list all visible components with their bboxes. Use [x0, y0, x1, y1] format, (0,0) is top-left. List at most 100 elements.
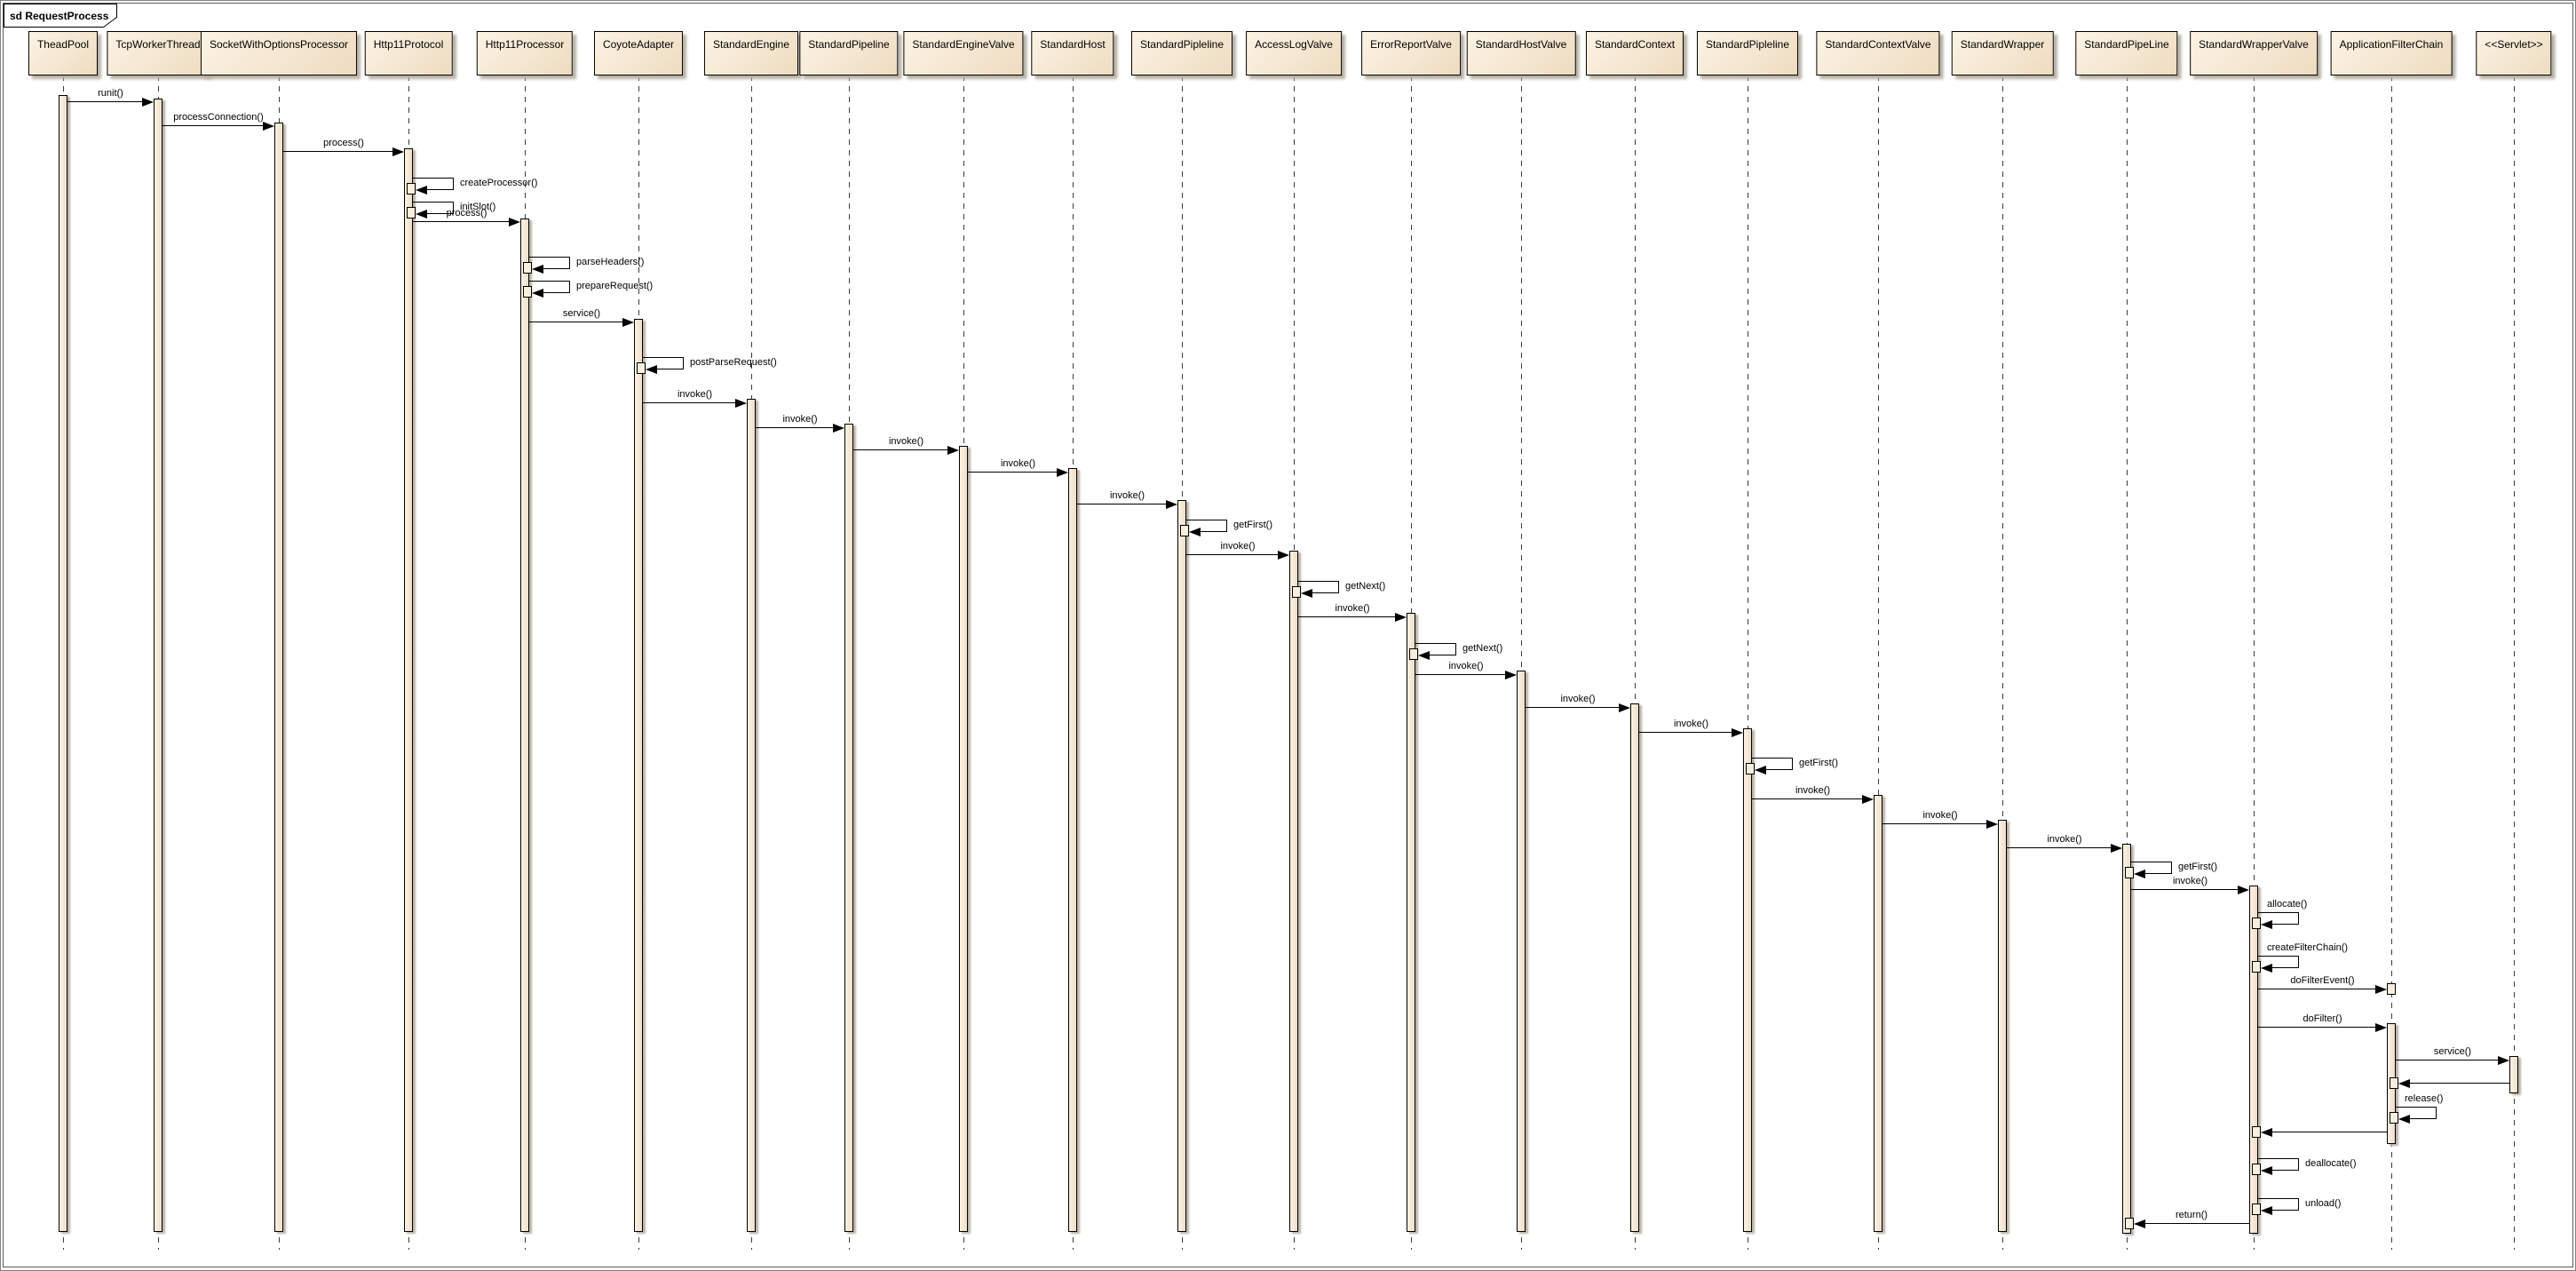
lifeline-head-18[interactable]: StandardPipeLine	[2075, 31, 2178, 75]
lifeline-head-17[interactable]: StandardWrapper	[1951, 31, 2054, 75]
message-label-getNext[interactable]: getNext()	[1345, 581, 1386, 592]
message-label-invoke[interactable]: invoke()	[1109, 490, 1145, 501]
message-label-deallocate[interactable]: deallocate()	[2305, 1158, 2357, 1169]
message-label-process[interactable]: process()	[446, 208, 487, 218]
message-label-parseHeaders[interactable]: parseHeaders()	[576, 257, 645, 267]
self-message-bottom-createFilterChain	[2272, 967, 2299, 968]
message-label-process[interactable]: process()	[323, 138, 364, 148]
activation-bar-5[interactable]	[634, 319, 643, 1232]
lifeline-head-10[interactable]: StandardPipleline	[1130, 31, 1233, 75]
lifeline-head-5[interactable]: CoyoteAdapter	[593, 31, 684, 75]
lifeline-head-8[interactable]: StandardEngineValve	[903, 31, 1024, 75]
message-label-processConnection[interactable]: processConnection()	[173, 112, 264, 123]
diagram-title-tab: sd RequestProcess	[4, 4, 117, 28]
message-label-createProcessor[interactable]: createProcessor()	[460, 178, 538, 188]
activation-bar-13[interactable]	[1517, 671, 1526, 1232]
lifeline-head-21[interactable]: <<Servlet>>	[2476, 31, 2552, 75]
message-label-invoke[interactable]: invoke()	[1560, 694, 1596, 704]
message-label-runit[interactable]: runit()	[98, 88, 123, 99]
lifeline-head-3[interactable]: Http11Protocol	[364, 31, 453, 75]
activation-bar-7[interactable]	[844, 424, 853, 1232]
message-label-invoke[interactable]: invoke()	[1673, 719, 1709, 729]
message-label-getFirst[interactable]: getFirst()	[2178, 862, 2217, 872]
message-label-invoke[interactable]: invoke()	[2172, 876, 2208, 886]
message-label-getFirst[interactable]: getFirst()	[1233, 520, 1272, 530]
message-label-createFilterChain[interactable]: createFilterChain()	[2267, 942, 2349, 953]
message-label-invoke[interactable]: invoke()	[677, 389, 713, 400]
arrowhead-icon	[1619, 703, 1630, 712]
lifeline-head-12[interactable]: ErrorReportValve	[1361, 31, 1461, 75]
message-label-prepareRequest[interactable]: prepareRequest()	[576, 281, 654, 291]
message-label-postParseRequest[interactable]: postParseRequest()	[690, 357, 777, 368]
lifeline-head-6[interactable]: StandardEngine	[703, 31, 799, 75]
activation-bar-21[interactable]	[2509, 1056, 2518, 1093]
message-label-doFilterEvent[interactable]: doFilterEvent()	[2290, 975, 2355, 986]
message-label-invoke[interactable]: invoke()	[1922, 810, 1958, 821]
message-label-getNext[interactable]: getNext()	[1462, 643, 1503, 654]
activation-bar-12[interactable]	[1407, 613, 1415, 1232]
activation-bar-0[interactable]	[59, 95, 67, 1232]
lifeline-head-2[interactable]: SocketWithOptionsProcessor	[200, 31, 358, 75]
message-line-invoke-18	[1298, 616, 1396, 617]
message-label-invoke[interactable]: invoke()	[2047, 834, 2082, 845]
lifeline-head-7[interactable]: StandardPipeline	[799, 31, 899, 75]
message-label-service[interactable]: service()	[562, 308, 601, 319]
nested-activation-20	[2390, 1112, 2398, 1124]
arrowhead-icon	[833, 424, 844, 433]
message-label-getFirst[interactable]: getFirst()	[1799, 758, 1838, 768]
activation-bar-10[interactable]	[1177, 500, 1186, 1232]
lifeline-head-20[interactable]: ApplicationFilterChain	[2330, 31, 2453, 75]
activation-bar-17[interactable]	[1998, 820, 2007, 1232]
lifeline-head-15[interactable]: StandardPipleline	[1696, 31, 1799, 75]
activation-bar-3[interactable]	[404, 148, 413, 1232]
lifeline-head-0[interactable]: TheadPool	[28, 31, 99, 75]
activation-bar-8[interactable]	[959, 446, 968, 1232]
arrowhead-icon	[622, 318, 634, 327]
message-label-invoke[interactable]: invoke()	[782, 414, 818, 425]
activation-bar-18[interactable]	[2122, 844, 2131, 1234]
message-label-initSlot[interactable]: initSlot()	[460, 202, 496, 212]
message-label-invoke[interactable]: invoke()	[1220, 541, 1256, 552]
activation-bar-15[interactable]	[1743, 728, 1752, 1232]
self-message-top-createFilterChain	[2258, 956, 2298, 957]
lifeline-head-4[interactable]: Http11Processor	[476, 31, 574, 75]
message-label-invoke[interactable]: invoke()	[888, 436, 924, 447]
arrowhead-icon	[509, 218, 520, 226]
lifeline-head-9[interactable]: StandardHost	[1031, 31, 1114, 75]
message-line-processConnection-1	[162, 125, 264, 126]
arrowhead-icon	[532, 265, 543, 274]
self-message-top-prepareRequest	[529, 281, 569, 282]
activation-bar-6[interactable]	[747, 399, 756, 1232]
lifeline-16	[1878, 75, 1879, 1250]
lifeline-head-11[interactable]: AccessLogValve	[1246, 31, 1342, 75]
arrowhead-icon	[646, 365, 657, 374]
message-label-return[interactable]: return()	[2175, 1210, 2208, 1220]
lifeline-head-1[interactable]: TcpWorkerThread	[107, 31, 210, 75]
activation-bar-9[interactable]	[1068, 468, 1077, 1232]
activation-bar-1[interactable]	[154, 99, 162, 1232]
message-label-release[interactable]: release()	[2405, 1093, 2444, 1104]
activation-bar-11[interactable]	[1289, 551, 1298, 1232]
message-label-invoke[interactable]: invoke()	[1000, 458, 1036, 469]
message-label-invoke[interactable]: invoke()	[1448, 661, 1484, 671]
message-label-unload[interactable]: unload()	[2305, 1198, 2342, 1209]
self-message-top-allocate	[2258, 912, 2298, 913]
activation-bar-4[interactable]	[520, 218, 529, 1232]
lifeline-head-16[interactable]: StandardContextValve	[1816, 31, 1940, 75]
activation-bar-16[interactable]	[1874, 795, 1882, 1232]
message-label-doFilter[interactable]: doFilter()	[2303, 1013, 2342, 1024]
self-message-top-unload	[2258, 1198, 2298, 1199]
activation-bar-19[interactable]	[2249, 886, 2258, 1234]
message-label-invoke[interactable]: invoke()	[1795, 785, 1831, 796]
arrowhead-icon	[392, 147, 404, 156]
message-label-allocate[interactable]: allocate()	[2267, 899, 2308, 910]
activation-bar-14[interactable]	[1630, 703, 1639, 1232]
lifeline-head-13[interactable]: StandardHostValve	[1466, 31, 1576, 75]
activation-bar-2[interactable]	[274, 123, 283, 1232]
message-label-service[interactable]: service()	[2433, 1046, 2472, 1057]
self-message-top-getNext	[1298, 581, 1338, 582]
message-label-invoke[interactable]: invoke()	[1335, 603, 1370, 614]
lifeline-head-19[interactable]: StandardWrapperValve	[2190, 31, 2318, 75]
lifeline-head-14[interactable]: StandardContext	[1585, 31, 1684, 75]
